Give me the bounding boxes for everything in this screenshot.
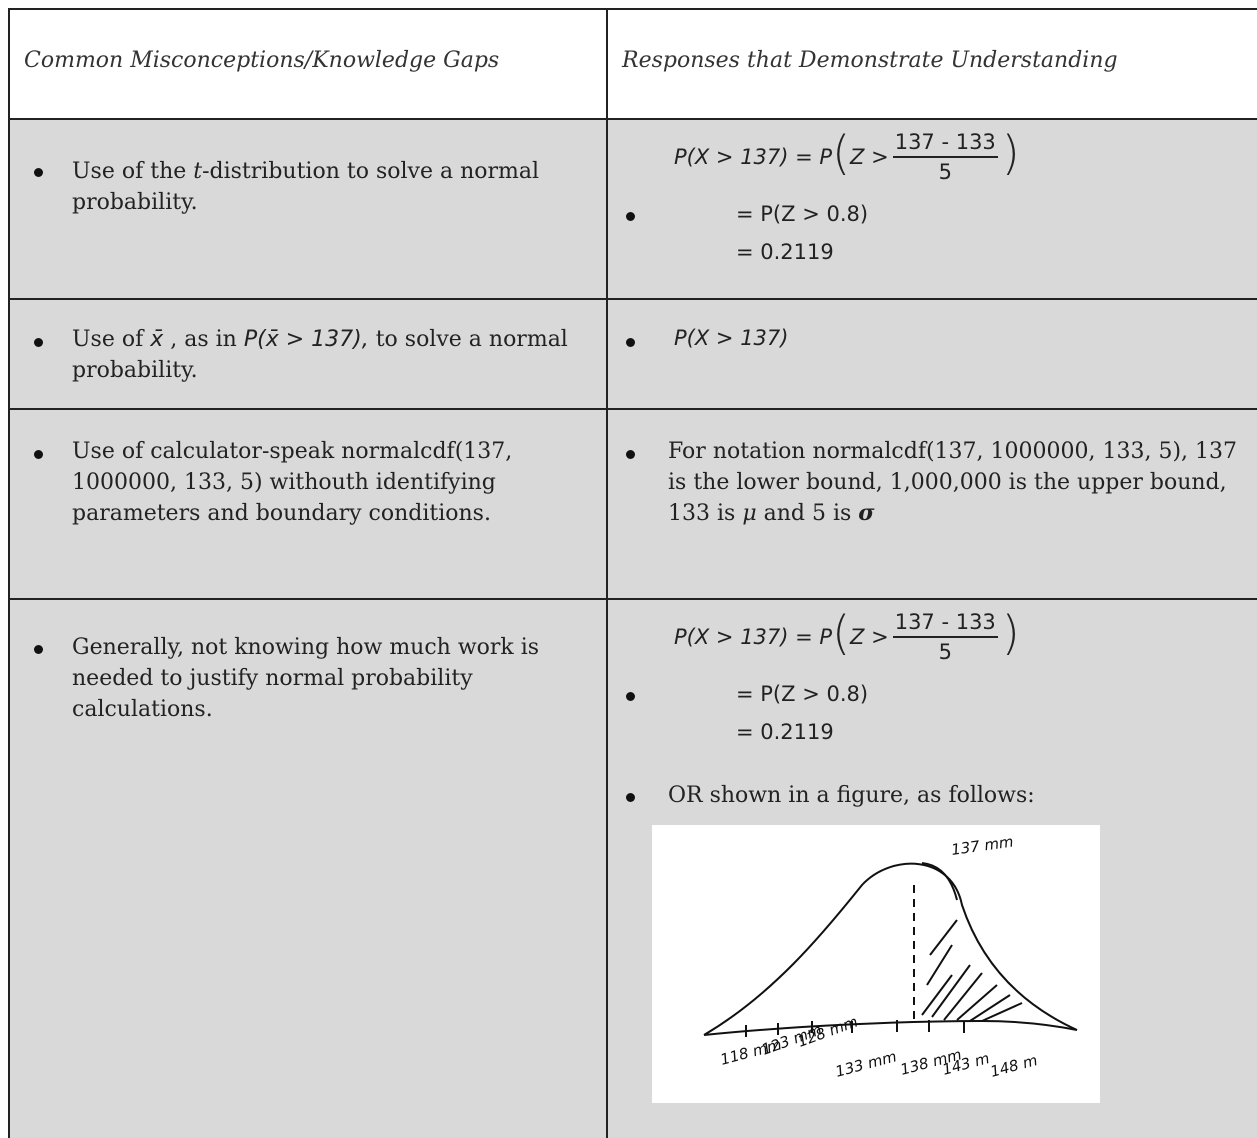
figure-background xyxy=(652,825,1100,1103)
cell: Use of calculator-speak normalcdf(137, 1… xyxy=(8,408,606,598)
bullet xyxy=(626,692,635,701)
fraction: 137 - 133 5 xyxy=(892,130,998,184)
cell: Generally, not knowing how much work is … xyxy=(8,598,606,1138)
text: Z > xyxy=(850,625,889,649)
sketch-lines xyxy=(703,862,1078,1037)
equation: = P(Z > 0.8) xyxy=(736,202,869,226)
cell: P(X > 137) = P ( Z > 137 - 133 5 ) = P(Z … xyxy=(606,598,1257,1138)
equation: P(X > 137) = P ( Z > 137 - 133 5 ) xyxy=(674,126,1020,184)
header-cell: Common Misconceptions/Knowledge Gaps xyxy=(8,8,606,118)
text: -distribution to solve a normal probabil… xyxy=(72,159,540,215)
cell: For notation normalcdf(137, 1000000, 133… xyxy=(606,408,1257,598)
bullet xyxy=(34,168,43,177)
bullet xyxy=(626,212,635,221)
text: 137 - 133 xyxy=(892,610,998,638)
text: ( xyxy=(832,606,851,660)
text: For notation normalcdf(137, 1000000, 133… xyxy=(668,439,1238,526)
text: t xyxy=(193,159,203,184)
bullet xyxy=(626,338,635,347)
equation: P(X > 137) xyxy=(674,326,789,350)
fraction: 137 - 133 5 xyxy=(892,610,998,664)
text: , as in xyxy=(163,327,244,352)
text: Use of the xyxy=(72,159,194,184)
cell: P(X > 137) = P ( Z > 137 - 133 5 ) = P(Z … xyxy=(606,118,1257,298)
text: to solve a normal probability. xyxy=(72,327,568,383)
sketch-figure: 137 mm 118 mm 123 mm 128 mm 133 mm 138 m… xyxy=(652,825,1100,1103)
cell: Use of x̄ , as in P(x̄ > 137), to solve … xyxy=(8,298,606,408)
text: 5 xyxy=(938,160,952,184)
equation: = P(Z > 0.8) xyxy=(736,682,869,706)
text: Z > xyxy=(850,145,889,169)
header-cell: Responses that Demonstrate Understanding xyxy=(606,8,1257,118)
text: ( xyxy=(832,126,851,180)
text: 137 - 133 xyxy=(892,130,998,158)
text: ) xyxy=(1001,126,1020,180)
text: 5 xyxy=(938,640,952,664)
equation: P(X > 137) = P ( Z > 137 - 133 5 ) xyxy=(674,606,1020,664)
cell-text: Use of calculator-speak normalcdf(137, 1… xyxy=(72,439,513,526)
bullet xyxy=(34,645,43,654)
text: P(X > 137) = P xyxy=(674,145,833,169)
text: P(X > 137) = P xyxy=(674,625,833,649)
equation: = 0.2119 xyxy=(736,240,834,264)
equation: = 0.2119 xyxy=(736,720,834,744)
text: P(x̄ > 137), xyxy=(243,327,369,352)
cell-text: Generally, not knowing how much work is … xyxy=(72,635,540,722)
header-text: Common Misconceptions/Knowledge Gaps xyxy=(24,48,500,73)
text: and 5 is xyxy=(756,501,859,526)
cell-text: Use of x̄ , as in P(x̄ > 137), to solve … xyxy=(72,324,592,386)
cell-text: OR shown in a figure, as follows: xyxy=(668,783,1035,808)
cell: Use of the t-distribution to solve a nor… xyxy=(8,118,606,298)
cell-text: Use of the t-distribution to solve a nor… xyxy=(72,156,592,218)
text: x̄ xyxy=(150,327,164,352)
bullet xyxy=(34,338,43,347)
header-text: Responses that Demonstrate Understanding xyxy=(622,48,1118,73)
text: σ xyxy=(858,500,875,526)
cell-text: For notation normalcdf(137, 1000000, 133… xyxy=(668,436,1257,529)
text: μ xyxy=(742,501,757,526)
text: Use of xyxy=(72,327,151,352)
cell: P(X > 137) xyxy=(606,298,1257,408)
bullet xyxy=(626,793,635,802)
text: ) xyxy=(1001,606,1020,660)
bullet xyxy=(34,450,43,459)
bullet xyxy=(626,450,635,459)
